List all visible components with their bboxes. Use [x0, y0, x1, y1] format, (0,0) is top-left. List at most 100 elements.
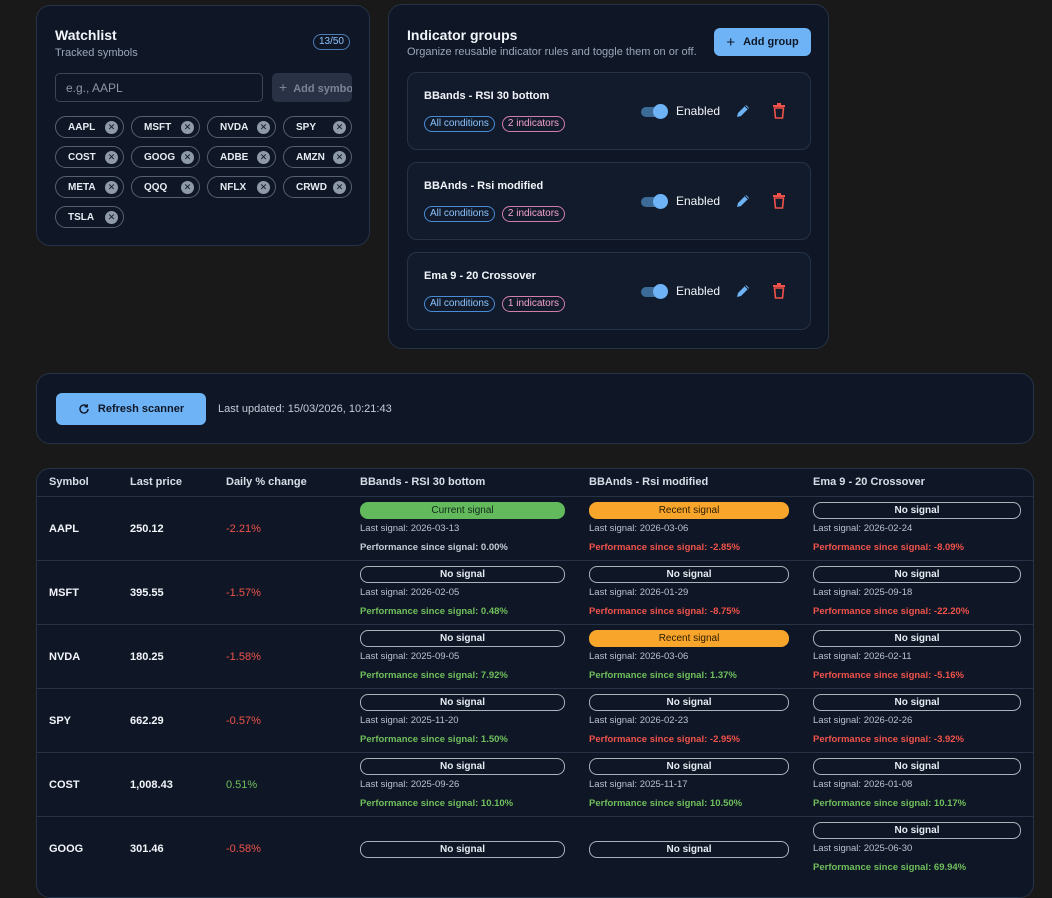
- last-signal-date: Last signal: 2025-09-05: [360, 651, 460, 662]
- symbol-cell: AAPL: [49, 523, 79, 535]
- signal-status-badge: No signal: [589, 841, 789, 858]
- symbol-chip[interactable]: AMZN ✕: [283, 146, 352, 168]
- delete-group-button[interactable]: [771, 192, 787, 210]
- last-signal-date: Last signal: 2026-02-11: [813, 651, 912, 662]
- group-enabled-label: Enabled: [676, 284, 721, 298]
- group-enabled-toggle[interactable]: [641, 194, 669, 209]
- signal-status-badge: No signal: [813, 694, 1021, 711]
- table-row: MSFT 395.55 -1.57% No signal Last signal: 20…: [37, 560, 1033, 624]
- pencil-icon: [737, 195, 749, 207]
- group-enabled-toggle[interactable]: [641, 104, 669, 119]
- signal-status-badge: No signal: [589, 694, 789, 711]
- performance-since-signal: Performance since signal: 0.48%: [360, 606, 508, 617]
- symbol-chip[interactable]: TSLA ✕: [55, 206, 124, 228]
- signal-status-badge: No signal: [589, 758, 789, 775]
- performance-since-signal: Performance since signal: 1.37%: [589, 670, 737, 681]
- delete-group-button[interactable]: [771, 102, 787, 120]
- delete-group-button[interactable]: [771, 282, 787, 300]
- close-circle-icon[interactable]: ✕: [105, 150, 118, 164]
- last-price-cell: 1,008.43: [130, 779, 173, 791]
- symbol-chip-label: META: [68, 181, 96, 193]
- signal-cell: No signal Last signal: 2025-09-05 Performa…: [360, 630, 565, 681]
- daily-change-cell: -0.57%: [226, 715, 261, 727]
- symbol-chip-label: ADBE: [220, 151, 249, 163]
- group-tags: All conditions 2 indicators: [424, 206, 566, 222]
- scanner-table: Symbol Last price Daily % change BBands …: [36, 468, 1034, 898]
- add-symbol-button[interactable]: + Add symbol: [272, 73, 352, 102]
- trash-icon: [773, 193, 785, 209]
- symbol-chip[interactable]: CRWD ✕: [283, 176, 352, 198]
- add-group-button[interactable]: + Add group: [714, 28, 811, 56]
- close-circle-icon[interactable]: ✕: [181, 180, 194, 194]
- symbol-chip[interactable]: NFLX ✕: [207, 176, 276, 198]
- symbol-chip[interactable]: COST ✕: [55, 146, 124, 168]
- table-row: AAPL 250.12 -2.21% Current signal Last signa…: [37, 496, 1033, 560]
- signal-cell: No signal Last signal: 2026-02-05 Performa…: [360, 566, 565, 617]
- last-signal-date: Last signal: 2026-01-08: [813, 779, 913, 790]
- close-circle-icon[interactable]: ✕: [333, 120, 346, 134]
- symbol-cell: NVDA: [49, 651, 81, 663]
- symbol-cell: COST: [49, 779, 80, 791]
- group-name: BBAnds - Rsi modified: [424, 180, 544, 192]
- symbol-chip[interactable]: QQQ ✕: [131, 176, 200, 198]
- symbol-cell: GOOG: [49, 843, 84, 855]
- symbol-chip[interactable]: SPY ✕: [283, 116, 352, 138]
- last-signal-date: Last signal: 2026-02-23: [589, 715, 689, 726]
- close-circle-icon[interactable]: ✕: [257, 150, 270, 164]
- last-price-cell: 301.46: [130, 843, 164, 855]
- symbol-chip-label: TSLA: [68, 211, 95, 223]
- symbol-cell: SPY: [49, 715, 72, 727]
- signal-cell: No signal: [360, 841, 565, 858]
- header-group-2: BBAnds - Rsi modified: [589, 476, 709, 488]
- edit-group-button[interactable]: [735, 192, 751, 210]
- last-signal-date: Last signal: 2025-06-30: [813, 843, 913, 854]
- group-mode-tag: All conditions: [424, 296, 495, 312]
- symbol-chip[interactable]: ADBE ✕: [207, 146, 276, 168]
- signal-status-badge: No signal: [813, 822, 1021, 839]
- last-signal-date: Last signal: 2026-03-13: [360, 523, 460, 534]
- group-mode-tag: All conditions: [424, 116, 495, 132]
- last-updated-text: Last updated: 15/03/2026, 10:21:43: [218, 403, 392, 415]
- watchlist-subtitle: Tracked symbols: [55, 47, 138, 59]
- symbol-chip[interactable]: AAPL ✕: [55, 116, 124, 138]
- close-circle-icon[interactable]: ✕: [181, 120, 194, 134]
- edit-group-button[interactable]: [735, 282, 751, 300]
- close-circle-icon[interactable]: ✕: [181, 150, 194, 164]
- group-card: Ema 9 - 20 Crossover All conditions 1 indi…: [407, 252, 811, 330]
- group-enabled-toggle[interactable]: [641, 284, 669, 299]
- last-signal-date: Last signal: 2025-09-18: [813, 587, 913, 598]
- symbol-input[interactable]: [55, 73, 263, 102]
- edit-group-button[interactable]: [735, 102, 751, 120]
- header-group-3: Ema 9 - 20 Crossover: [813, 476, 925, 488]
- signal-status-badge: No signal: [360, 694, 565, 711]
- signal-status-badge: Recent signal: [589, 630, 789, 647]
- symbol-chip[interactable]: NVDA ✕: [207, 116, 276, 138]
- close-circle-icon[interactable]: ✕: [105, 180, 118, 194]
- performance-since-signal: Performance since signal: -22.20%: [813, 606, 970, 617]
- close-circle-icon[interactable]: ✕: [257, 180, 270, 194]
- signal-status-badge: No signal: [813, 566, 1021, 583]
- symbol-chip-label: COST: [68, 151, 96, 163]
- symbol-chip-label: GOOG: [144, 151, 176, 163]
- symbol-chip-label: AMZN: [296, 151, 325, 163]
- symbol-cell: MSFT: [49, 587, 79, 599]
- last-signal-date: Last signal: 2026-03-06: [589, 651, 689, 662]
- add-symbol-label: Add symbol: [293, 83, 352, 95]
- signal-cell: Recent signal Last signal: 2026-03-06 Perf…: [589, 502, 789, 553]
- performance-since-signal: Performance since signal: 7.92%: [360, 670, 508, 681]
- last-price-cell: 180.25: [130, 651, 164, 663]
- close-circle-icon[interactable]: ✕: [105, 210, 118, 224]
- signal-status-badge: No signal: [360, 566, 565, 583]
- close-circle-icon[interactable]: ✕: [257, 120, 270, 134]
- close-circle-icon[interactable]: ✕: [333, 150, 346, 164]
- indicator-groups-subtitle: Organize reusable indicator rules and to…: [407, 46, 697, 58]
- symbol-chip-label: QQQ: [144, 181, 168, 193]
- symbol-chip[interactable]: GOOG ✕: [131, 146, 200, 168]
- refresh-scanner-button[interactable]: Refresh scanner: [56, 393, 206, 425]
- symbol-chip[interactable]: MSFT ✕: [131, 116, 200, 138]
- close-circle-icon[interactable]: ✕: [105, 120, 118, 134]
- signal-cell: No signal Last signal: 2026-02-23 Performa…: [589, 694, 789, 745]
- close-circle-icon[interactable]: ✕: [333, 180, 346, 194]
- symbol-chip[interactable]: META ✕: [55, 176, 124, 198]
- table-row: SPY 662.29 -0.57% No signal Last signal: 202…: [37, 688, 1033, 752]
